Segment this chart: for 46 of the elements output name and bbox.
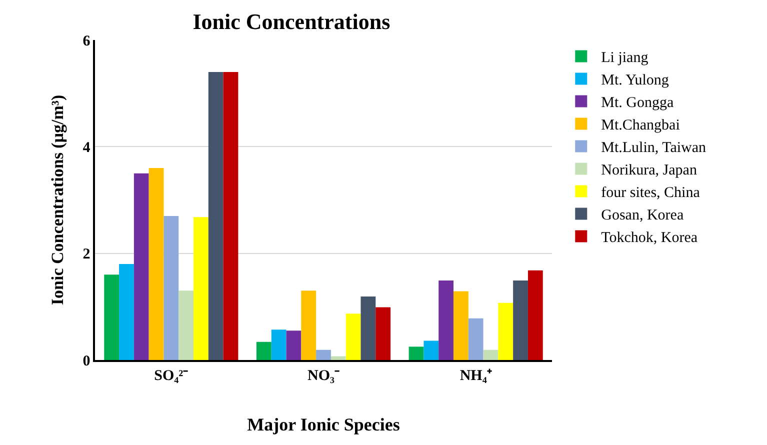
- legend-label: Norikura, Japan: [601, 162, 698, 179]
- x-tick-label: NH₄⁺: [460, 368, 492, 384]
- legend-label: Mt.Lulin, Taiwan: [601, 140, 707, 156]
- y-tick-label: 6: [82, 33, 91, 50]
- bar: [483, 350, 498, 360]
- bar: [528, 270, 543, 360]
- bar: [424, 340, 439, 360]
- bar: [438, 280, 454, 360]
- bar: [194, 217, 208, 360]
- bar: [376, 307, 391, 360]
- y-tick-label: 4: [82, 140, 91, 156]
- bar: [286, 330, 302, 360]
- bar: [513, 280, 528, 360]
- legend-label: Li jiang: [601, 50, 649, 66]
- bar: [408, 346, 424, 360]
- bar: [164, 216, 179, 360]
- bar: [330, 356, 346, 360]
- y-tick-label: 2: [82, 246, 90, 263]
- bar: [148, 168, 164, 360]
- legend-label: Tokchok, Korea: [601, 230, 698, 246]
- bar: [223, 72, 238, 360]
- chart-title: Ionic Concentrations: [192, 8, 391, 34]
- bar: [208, 72, 224, 360]
- bar: [498, 302, 514, 360]
- bar: [119, 264, 134, 360]
- legend-label: Mt. Yulong: [601, 72, 670, 89]
- bar: [468, 318, 484, 360]
- bar: [346, 314, 361, 360]
- bar: [104, 274, 120, 360]
- x-tick-label: NO₃⁻: [308, 368, 340, 384]
- bar: [256, 342, 272, 360]
- bar: [134, 173, 149, 360]
- y-tick-label: 0: [82, 353, 90, 370]
- legend-label: Mt.Changbai: [601, 118, 680, 134]
- bar: [360, 296, 376, 360]
- x-tick-label: SO₄²⁻: [154, 368, 188, 384]
- bar: [271, 330, 286, 360]
- x-axis-title: Major Ionic Species: [247, 414, 400, 435]
- legend-label: Gosan, Korea: [601, 208, 684, 224]
- bar: [301, 290, 316, 360]
- legend-label: four sites, China: [601, 185, 700, 202]
- y-axis-title: Ionic Concentrations (μg/m³): [48, 94, 67, 306]
- legend-label: Mt. Gongga: [601, 95, 674, 112]
- bar: [453, 291, 468, 360]
- bar: [316, 350, 331, 360]
- bar: [178, 290, 194, 360]
